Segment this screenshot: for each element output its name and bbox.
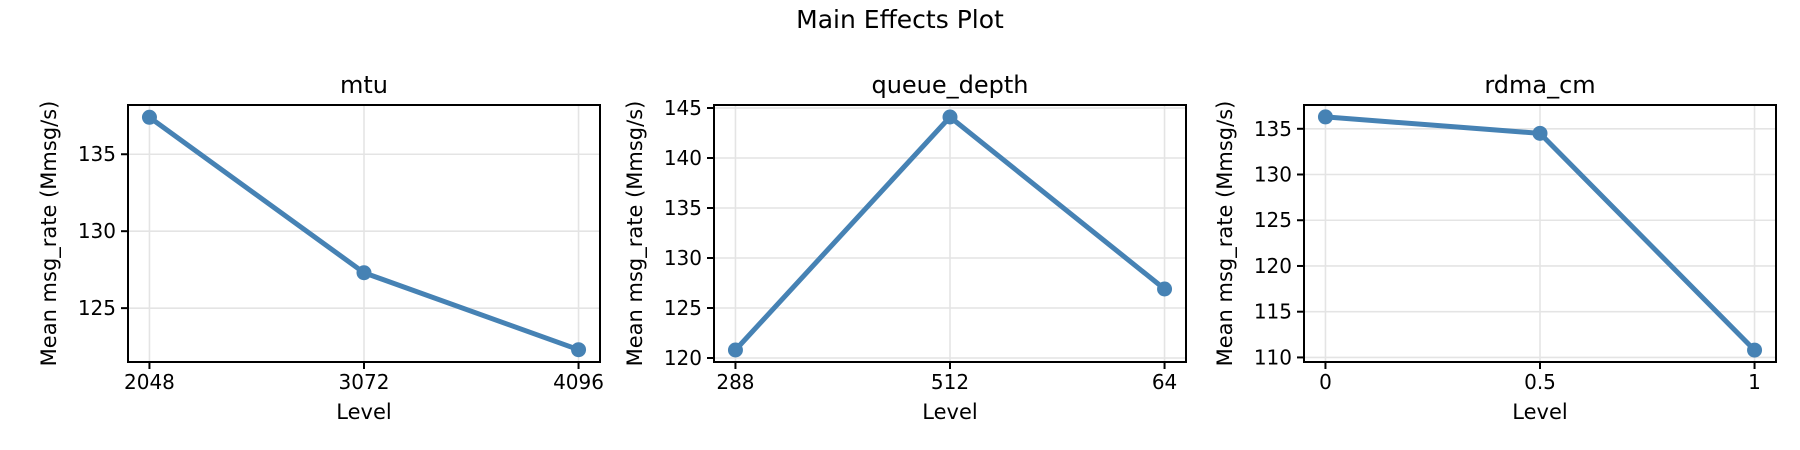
y-tick-label: 130 <box>664 246 702 270</box>
x-tick-label: 2048 <box>124 370 175 394</box>
y-tick-label: 130 <box>1254 163 1292 187</box>
y-tick-label: 135 <box>1254 117 1292 141</box>
data-point <box>1747 342 1763 358</box>
data-point <box>727 342 743 358</box>
y-axis-label: Mean msg_rate (Mmsg/s) <box>1213 101 1238 367</box>
y-tick-label: 120 <box>664 346 702 370</box>
subplot-title: mtu <box>340 71 388 99</box>
subplot-queue_depth: 288 512 64 120 125 130 135 140 145 queue_depth Lev… <box>623 71 1187 424</box>
x-tick-label: 0.5 <box>1524 370 1556 394</box>
y-tick-label: 135 <box>664 196 702 220</box>
y-tick-label: 125 <box>1254 208 1292 232</box>
data-point <box>141 109 157 125</box>
y-tick-label: 110 <box>1254 345 1292 369</box>
x-axis-label: Level <box>922 400 977 424</box>
y-tick-label: 135 <box>78 142 116 166</box>
data-point <box>1532 125 1548 141</box>
figure-suptitle: Main Effects Plot <box>796 5 1004 34</box>
data-point <box>1317 109 1333 125</box>
y-axis-label: Mean msg_rate (Mmsg/s) <box>623 101 648 367</box>
x-axis-label: Level <box>336 400 391 424</box>
subplot-title: queue_depth <box>871 71 1028 99</box>
y-tick-label: 125 <box>664 296 702 320</box>
x-tick-label: 64 <box>1152 370 1177 394</box>
y-tick-label: 140 <box>664 146 702 170</box>
x-tick-label: 288 <box>716 370 754 394</box>
y-tick-label: 130 <box>78 219 116 243</box>
x-tick-label: 0 <box>1319 370 1332 394</box>
x-tick-label: 4096 <box>553 370 604 394</box>
y-tick-label: 125 <box>78 296 116 320</box>
y-tick-label: 145 <box>664 96 702 120</box>
x-tick-label: 512 <box>931 370 969 394</box>
y-tick-label: 120 <box>1254 254 1292 278</box>
y-tick-label: 115 <box>1254 300 1292 324</box>
data-point <box>571 342 587 358</box>
subplot-title: rdma_cm <box>1484 71 1595 99</box>
data-point <box>1157 281 1173 297</box>
subplot-mtu: 2048 3072 4096 125 130 135 mtu Level Mean msg_ra… <box>37 71 604 424</box>
data-point <box>942 109 958 125</box>
subplot-rdma_cm: 0 0.5 1 110 115 120 125 130 135 rdma_cm Level Mean … <box>1213 71 1777 424</box>
y-axis-label: Mean msg_rate (Mmsg/s) <box>37 101 62 367</box>
x-tick-label: 3072 <box>339 370 390 394</box>
x-axis-label: Level <box>1512 400 1567 424</box>
x-tick-label: 1 <box>1748 370 1761 394</box>
data-point <box>356 265 372 281</box>
